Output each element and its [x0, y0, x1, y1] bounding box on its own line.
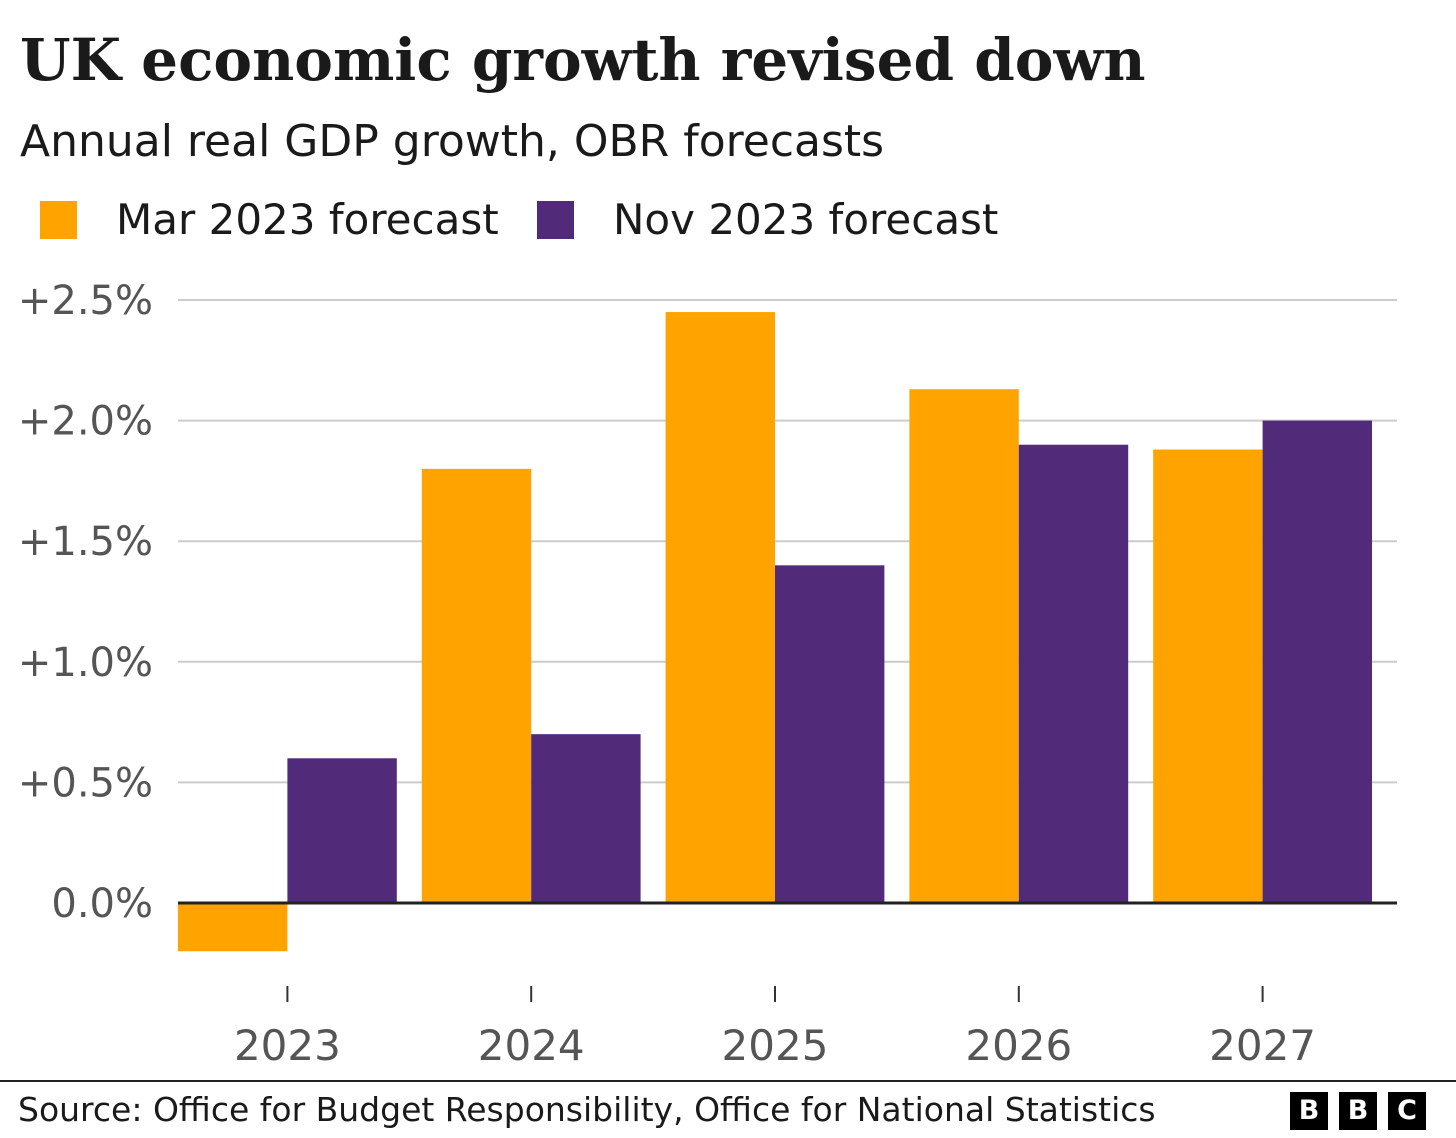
bar-nov-2023-forecast-2026 — [1018, 444, 1129, 903]
y-tick-label-0-0: 0.0% — [51, 881, 153, 927]
x-tick-label-2025: 2025 — [722, 1021, 829, 1070]
x-tick-label-2027: 2027 — [1209, 1021, 1316, 1070]
x-axis: 2023 2024 2025 2026 2027 — [234, 986, 1316, 1070]
x-tick-label-2023: 2023 — [234, 1021, 341, 1070]
y-tick-label-2-5: +2.5% — [18, 278, 153, 324]
footer-divider — [0, 1080, 1456, 1082]
bars — [178, 312, 1372, 952]
legend-label-nov-2023: Nov 2023 forecast — [613, 195, 999, 244]
legend-label-mar-2023: Mar 2023 forecast — [116, 195, 499, 244]
bar-nov-2023-forecast-2024 — [531, 734, 641, 903]
bar-nov-2023-forecast-2025 — [775, 565, 885, 903]
y-tick-label-0-5: +0.5% — [18, 760, 153, 806]
bbc-logo-block-1: B — [1290, 1092, 1328, 1130]
source-note: Source: Office for Budget Responsibility… — [18, 1090, 1156, 1129]
legend-swatch-nov-2023 — [537, 201, 574, 239]
x-tick-label-2024: 2024 — [478, 1021, 585, 1070]
bar-mar-2023-forecast-2023 — [178, 903, 288, 952]
bbc-logo-block-2: B — [1339, 1092, 1377, 1130]
legend-swatch-mar-2023 — [40, 201, 77, 239]
y-tick-label-1-0: +1.0% — [18, 640, 153, 686]
bbc-logo-block-3: C — [1388, 1092, 1426, 1130]
bar-chart: 0.0%+0.5%+1.0%+1.5%+2.0%+2.5% 2023 2024 20… — [18, 278, 1397, 1070]
bar-nov-2023-forecast-2023 — [287, 758, 397, 903]
bar-nov-2023-forecast-2027 — [1262, 420, 1372, 903]
y-axis-labels: 0.0% +0.5% +1.0% +1.5% +2.0% +2.5% — [18, 278, 153, 927]
y-tick-label-2-0: +2.0% — [18, 399, 153, 445]
x-tick-label-2026: 2026 — [965, 1021, 1072, 1070]
bar-mar-2023-forecast-2024 — [421, 468, 532, 903]
chart-subtitle: Annual real GDP growth, OBR forecasts — [20, 116, 885, 167]
bar-mar-2023-forecast-2027 — [1153, 449, 1263, 903]
chart-title: UK economic growth revised down — [20, 26, 1146, 94]
y-tick-label-1-5: +1.5% — [18, 519, 153, 565]
bar-mar-2023-forecast-2025 — [665, 312, 775, 903]
bar-mar-2023-forecast-2026 — [909, 389, 1019, 903]
